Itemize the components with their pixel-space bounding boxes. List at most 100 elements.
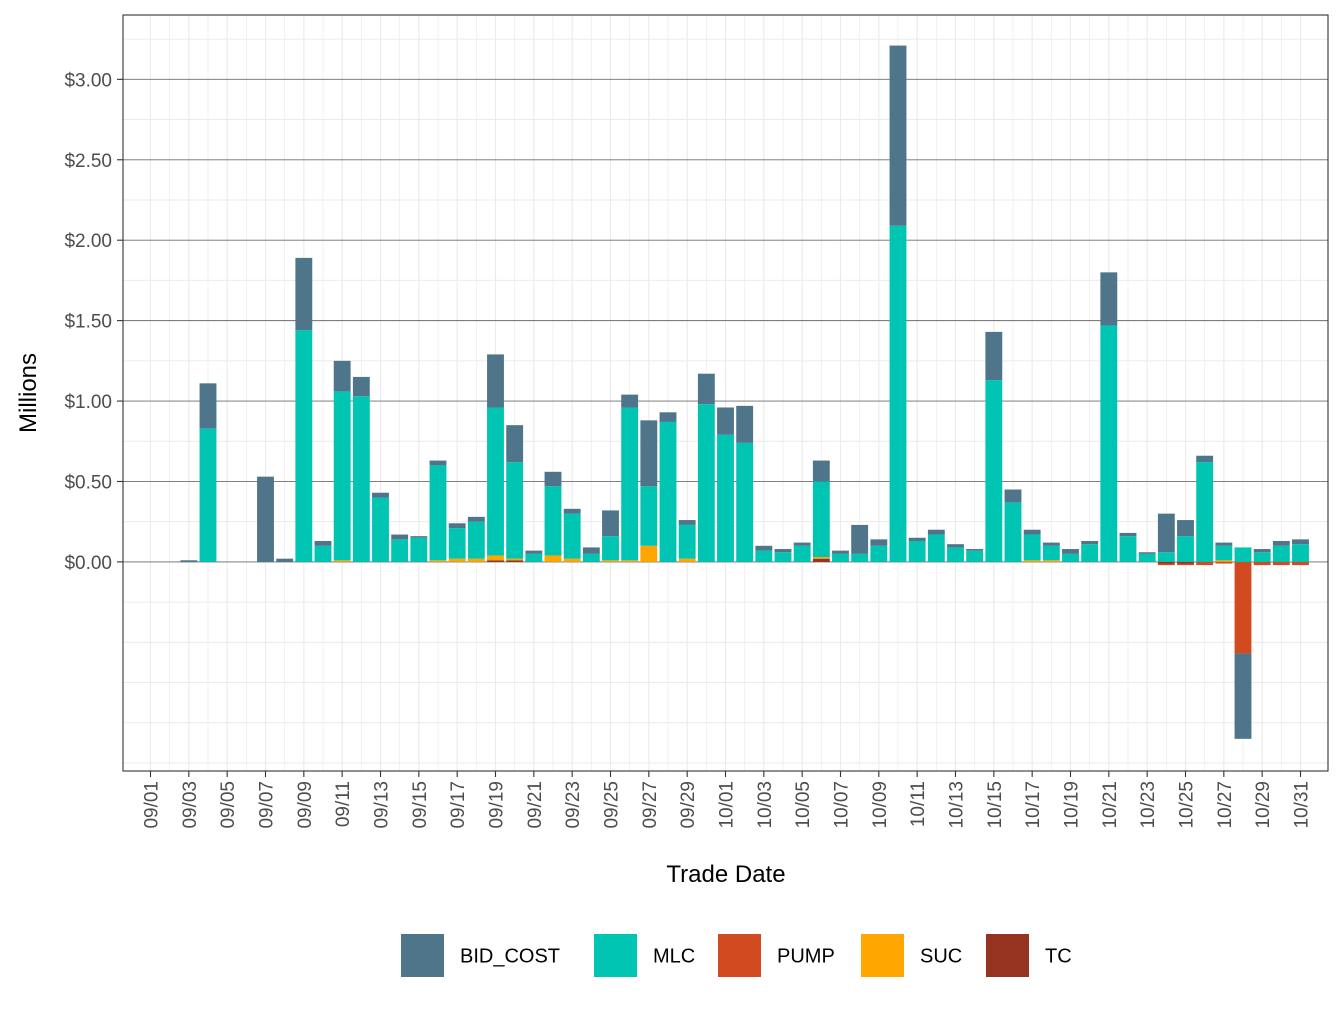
bar-mlc <box>678 524 696 559</box>
bar-bid-cost <box>659 412 677 422</box>
bar-mlc <box>1253 552 1271 562</box>
bar-bid-cost <box>391 534 409 540</box>
x-tick-label: 10/19 <box>1062 781 1083 829</box>
bar-mlc <box>544 486 562 556</box>
x-axis: 09/01 09/03 09/05 09/07 09/09 09/11 09/13 09/15… <box>142 771 1313 829</box>
y-tick-label: $1.50 <box>64 312 112 333</box>
bar-suc <box>544 555 562 562</box>
bar-suc <box>678 558 696 562</box>
x-tick-label: 10/13 <box>947 781 968 829</box>
legend-key-pump <box>718 934 761 977</box>
bar-mlc <box>1119 536 1137 562</box>
bar-bid-cost <box>640 420 658 487</box>
bar-mlc <box>582 553 600 562</box>
bar-suc <box>621 560 639 562</box>
x-tick-label: 09/11 <box>333 781 354 827</box>
bar-bid-cost <box>717 407 734 435</box>
bar-bid-cost <box>697 373 715 405</box>
bar-bid-cost <box>774 549 792 553</box>
bar-bid-cost <box>314 540 332 546</box>
bar-bid-cost <box>736 405 754 443</box>
bar-pump <box>1196 561 1214 566</box>
bar-bid-cost <box>1157 513 1175 553</box>
bar-bid-cost <box>276 558 294 562</box>
bar-bid-cost <box>1023 529 1041 535</box>
bar-bid-cost <box>352 376 370 397</box>
x-tick-label: 10/15 <box>985 781 1006 829</box>
bar-suc <box>640 545 658 562</box>
bar-bid-cost <box>1042 542 1060 546</box>
bar-mlc <box>314 545 332 562</box>
bar-mlc <box>1062 553 1079 562</box>
bar-mlc <box>410 537 428 562</box>
y-tick-label: $1.00 <box>64 392 112 413</box>
bar-pump <box>1234 561 1252 654</box>
bar-tc <box>1157 561 1175 564</box>
bar-mlc <box>429 465 447 561</box>
bar-mlc <box>467 521 485 559</box>
bar-bid-cost <box>966 549 984 551</box>
x-tick-label: 10/11 <box>908 781 929 827</box>
bar-suc <box>563 558 581 562</box>
x-tick-label: 10/01 <box>717 781 738 829</box>
bar-mlc <box>870 545 888 562</box>
bar-bid-cost <box>621 394 639 408</box>
x-tick-label: 09/09 <box>295 781 316 829</box>
bar-suc <box>487 555 504 561</box>
bar-mlc <box>1023 534 1041 561</box>
bar-bid-cost <box>1138 552 1156 554</box>
bar-bid-cost <box>602 510 619 537</box>
bar-pump <box>1215 561 1233 564</box>
bar-mlc <box>832 553 849 562</box>
x-tick-label: 10/05 <box>793 781 814 829</box>
x-tick-label: 10/09 <box>870 781 891 829</box>
bar-mlc <box>908 540 926 562</box>
bar-mlc <box>736 442 754 562</box>
bar-mlc <box>391 539 409 562</box>
bar-bid-cost <box>1119 532 1137 537</box>
bar-mlc <box>1292 544 1309 562</box>
x-tick-label: 09/07 <box>257 781 278 829</box>
legend-key-tc <box>986 934 1029 977</box>
legend-key-bid-cost <box>401 934 444 977</box>
y-tick-label: $2.00 <box>64 231 112 252</box>
y-axis: $0.00 $0.50 $1.00 $1.50 $2.00 $2.50 $3.00 <box>64 70 123 574</box>
bar-mlc <box>774 552 792 562</box>
bar-mlc <box>448 528 466 559</box>
bar-bid-cost <box>793 542 811 546</box>
bar-bid-cost <box>889 45 907 226</box>
bar-bid-cost <box>1004 489 1022 503</box>
bar-bid-cost <box>487 354 504 408</box>
bar-bid-cost <box>947 544 964 548</box>
bar-suc <box>1023 560 1041 562</box>
bar-suc <box>1042 560 1060 562</box>
bar-mlc <box>525 553 543 562</box>
y-axis-title: Millions <box>15 353 42 433</box>
bar-mlc <box>506 462 524 559</box>
bar-mlc <box>1215 545 1233 561</box>
bar-bid-cost <box>908 537 926 541</box>
x-tick-label: 09/21 <box>525 781 546 829</box>
bar-mlc <box>352 396 370 562</box>
bar-bid-cost <box>372 492 389 498</box>
bar-bid-cost <box>678 520 696 525</box>
bar-mlc <box>889 225 907 562</box>
bar-bid-cost <box>295 257 313 331</box>
bar-mlc <box>563 513 581 559</box>
bar-mlc <box>640 486 658 546</box>
bars <box>180 45 1309 739</box>
bar-mlc <box>1234 547 1252 562</box>
bar-mlc <box>947 547 964 562</box>
bar-mlc <box>851 553 869 562</box>
bar-bid-cost <box>851 524 869 554</box>
x-tick-label: 09/25 <box>602 781 623 829</box>
legend: BID_COST MLC PUMP SUC TC <box>401 934 1072 977</box>
x-tick-label: 10/07 <box>832 781 853 829</box>
bar-bid-cost <box>1100 272 1118 326</box>
bar-tc <box>812 558 830 562</box>
bar-mlc <box>1138 553 1156 562</box>
bar-bid-cost <box>985 331 1003 381</box>
legend-label: TC <box>1045 946 1072 968</box>
bar-mlc <box>199 428 217 562</box>
